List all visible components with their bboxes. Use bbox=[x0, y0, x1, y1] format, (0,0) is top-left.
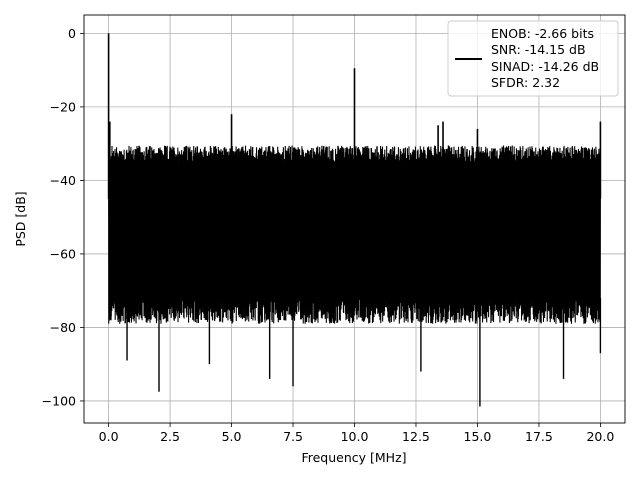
x-tick-label: 10.0 bbox=[341, 429, 369, 444]
x-tick-label: 2.5 bbox=[160, 429, 180, 444]
legend-sinad: SINAD: -14.26 dB bbox=[491, 59, 599, 74]
x-tick-label: 15.0 bbox=[464, 429, 492, 444]
y-tick-label: −20 bbox=[50, 99, 76, 114]
x-tick-label: 0.0 bbox=[99, 429, 119, 444]
x-axis-label: Frequency [MHz] bbox=[301, 450, 406, 465]
y-tick-label: −60 bbox=[50, 246, 76, 261]
y-tick-label: −40 bbox=[50, 173, 76, 188]
y-axis-label: PSD [dB] bbox=[13, 191, 28, 246]
data-layer bbox=[107, 33, 602, 407]
y-tick-label: −80 bbox=[50, 320, 76, 335]
x-axis: 0.0 2.5 5.0 7.5 10.0 12.5 15.0 17.5 20.0 bbox=[99, 423, 614, 444]
legend-box bbox=[447, 20, 619, 97]
x-tick-label: 5.0 bbox=[222, 429, 242, 444]
legend-snr: SNR: -14.15 dB bbox=[491, 42, 586, 57]
legend-enob: ENOB: -2.66 bits bbox=[491, 26, 594, 41]
x-tick-label: 20.0 bbox=[586, 429, 614, 444]
x-tick-label: 17.5 bbox=[525, 429, 553, 444]
y-tick-label: −100 bbox=[42, 393, 76, 408]
y-tick-label: 0 bbox=[68, 26, 76, 41]
x-tick-label: 7.5 bbox=[283, 429, 303, 444]
legend: ENOB: -2.66 bits SNR: -14.15 dB SINAD: -… bbox=[447, 20, 619, 97]
x-tick-label: 12.5 bbox=[402, 429, 430, 444]
y-axis: 0 −20 −40 −60 −80 −100 bbox=[42, 26, 84, 408]
legend-sfdr: SFDR: 2.32 bbox=[491, 75, 560, 90]
